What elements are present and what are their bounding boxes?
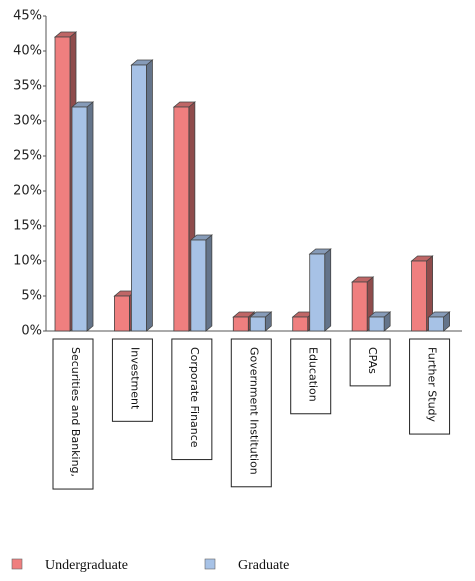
category-box <box>171 338 213 461</box>
bar <box>309 253 326 332</box>
y-tick-label: 20% <box>13 184 42 199</box>
y-tick-label: 5% <box>21 289 42 304</box>
category-box <box>111 338 153 422</box>
bar-side <box>205 234 213 332</box>
bar <box>71 106 88 332</box>
y-tick-label: 0% <box>21 324 42 339</box>
y-tick-label: 30% <box>13 114 42 129</box>
bar-side <box>146 59 153 332</box>
bar <box>232 316 249 332</box>
category-box <box>52 338 94 490</box>
x-tick-label: Further Study <box>426 347 439 423</box>
bar-side <box>324 248 332 332</box>
bar-side <box>86 101 94 332</box>
x-tick-label: Securities and Banking, <box>69 347 82 477</box>
bar <box>173 106 190 332</box>
y-tick-label: 15% <box>13 219 42 234</box>
bar <box>131 64 147 332</box>
category-box <box>349 338 391 387</box>
bar <box>54 36 71 332</box>
category-box <box>230 338 272 488</box>
bar <box>190 239 207 332</box>
x-tick-label: Education <box>307 347 320 402</box>
category-box <box>290 338 332 415</box>
bar <box>428 316 444 332</box>
legend-label: Undergraduate <box>45 558 128 573</box>
legend-label: Graduate <box>238 558 289 573</box>
y-tick-label: 45% <box>13 9 42 24</box>
x-tick-label: CPAs <box>366 347 379 374</box>
x-tick-label: Corporate Finance <box>188 347 201 448</box>
bar <box>292 316 309 332</box>
category-box <box>409 338 451 435</box>
legend-swatch <box>204 558 216 570</box>
bar <box>351 281 368 332</box>
x-tick-label: Government Institution <box>247 347 260 475</box>
bar <box>411 260 427 332</box>
bar <box>368 316 385 332</box>
y-tick-label: 25% <box>13 149 42 164</box>
legend-swatch <box>11 558 23 570</box>
y-tick-label: 40% <box>13 44 42 59</box>
y-tick-label: 10% <box>13 254 42 269</box>
bar <box>249 316 266 332</box>
bar <box>114 295 130 332</box>
y-tick-label: 35% <box>13 79 42 94</box>
x-tick-label: Investment <box>128 347 141 410</box>
